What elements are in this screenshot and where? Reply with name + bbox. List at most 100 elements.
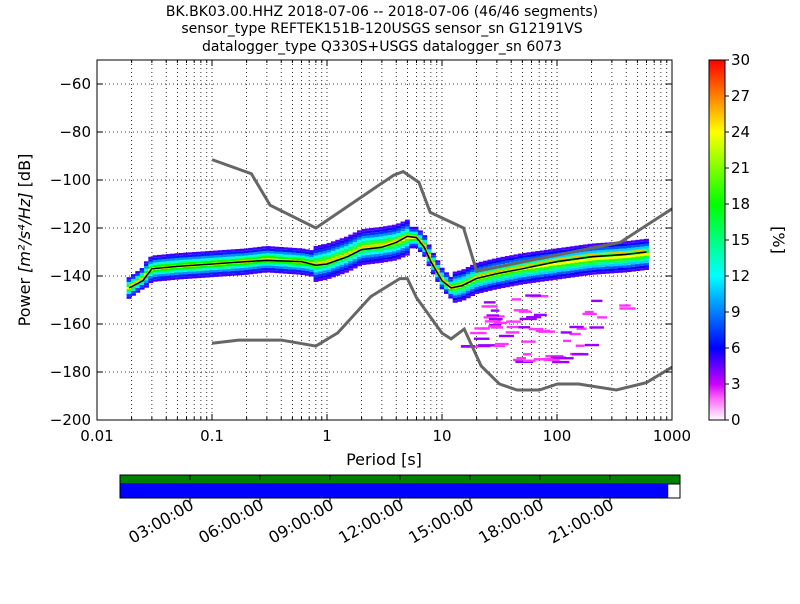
density-cell bbox=[296, 255, 301, 257]
density-cell bbox=[396, 243, 401, 245]
density-cell bbox=[287, 262, 292, 264]
density-cell bbox=[318, 274, 323, 276]
density-cell bbox=[231, 249, 236, 251]
density-cell bbox=[157, 276, 162, 278]
density-cell bbox=[448, 289, 453, 291]
density-cell bbox=[283, 247, 288, 249]
density-cell bbox=[574, 265, 579, 267]
density-cell bbox=[327, 272, 332, 274]
title-line-1: BK.BK03.00.HHZ 2018-07-06 -- 2018-07-06 … bbox=[166, 4, 598, 20]
density-cell bbox=[161, 257, 166, 259]
density-cell bbox=[192, 254, 197, 256]
density-cell bbox=[366, 252, 371, 254]
density-cell bbox=[344, 263, 349, 265]
density-cell bbox=[205, 256, 210, 258]
density-cell bbox=[157, 262, 162, 264]
density-cell bbox=[570, 263, 575, 265]
density-cell bbox=[583, 252, 588, 254]
density-cell bbox=[227, 252, 232, 254]
density-cell bbox=[318, 269, 323, 271]
density-cell bbox=[379, 232, 384, 234]
density-cell bbox=[201, 268, 206, 270]
density-cell bbox=[483, 277, 488, 279]
density-cell bbox=[283, 254, 288, 256]
density-cell bbox=[153, 272, 158, 274]
density-cell bbox=[596, 272, 601, 274]
density-cell bbox=[601, 250, 606, 252]
density-cell bbox=[244, 272, 249, 274]
density-cell bbox=[344, 246, 349, 248]
y-tick-label: −160 bbox=[50, 315, 91, 333]
density-cell bbox=[370, 230, 375, 232]
density-cell bbox=[348, 247, 353, 249]
density-cell bbox=[157, 260, 162, 262]
density-cell bbox=[635, 261, 640, 263]
density-cell bbox=[596, 270, 601, 272]
density-cell bbox=[153, 274, 158, 276]
density-cell bbox=[487, 286, 492, 288]
density-cell bbox=[231, 257, 236, 259]
density-cell bbox=[248, 250, 253, 252]
density-cell bbox=[292, 255, 297, 257]
density-cell bbox=[222, 264, 227, 266]
density-cell bbox=[427, 264, 432, 266]
density-cell bbox=[644, 244, 649, 246]
density-cell bbox=[631, 264, 636, 266]
density-cell bbox=[618, 246, 623, 248]
density-cell bbox=[396, 228, 401, 230]
density-cell bbox=[570, 265, 575, 267]
density-cell bbox=[583, 259, 588, 261]
density-cell bbox=[466, 277, 471, 279]
density-cell bbox=[318, 252, 323, 254]
density-cell bbox=[153, 262, 158, 264]
density-cell bbox=[170, 258, 175, 260]
density-cell bbox=[644, 253, 649, 255]
density-cell bbox=[235, 268, 240, 270]
density-cell bbox=[287, 257, 292, 259]
density-cell bbox=[544, 271, 549, 273]
density-cell bbox=[396, 252, 401, 254]
density-cell bbox=[270, 246, 275, 248]
density-cell bbox=[340, 241, 345, 243]
x-axis-label: Period [s] bbox=[346, 450, 422, 469]
density-cell bbox=[601, 248, 606, 250]
density-cell bbox=[487, 276, 492, 278]
density-cell bbox=[327, 252, 332, 254]
density-cell bbox=[518, 258, 523, 260]
density-cell bbox=[309, 274, 314, 276]
density-cell bbox=[161, 262, 166, 264]
density-cell bbox=[509, 277, 514, 279]
density-cell bbox=[296, 251, 301, 253]
density-cell bbox=[461, 293, 466, 295]
density-cell bbox=[553, 275, 558, 277]
density-cell bbox=[540, 270, 545, 272]
density-cell bbox=[261, 270, 266, 272]
density-cell bbox=[414, 227, 419, 229]
density-cell bbox=[270, 256, 275, 258]
colorbar bbox=[709, 60, 725, 420]
density-cell bbox=[161, 274, 166, 276]
density-cell bbox=[166, 276, 171, 278]
density-cell bbox=[387, 254, 392, 256]
density-cell bbox=[322, 244, 327, 246]
density-cell bbox=[496, 258, 501, 260]
density-cell bbox=[609, 247, 614, 249]
density-cell bbox=[201, 266, 206, 268]
density-cell bbox=[479, 288, 484, 290]
density-cell bbox=[509, 272, 514, 274]
density-cell bbox=[392, 234, 397, 236]
density-cell bbox=[561, 274, 566, 276]
density-cell bbox=[148, 281, 153, 283]
density-cell bbox=[574, 260, 579, 262]
density-cell bbox=[479, 283, 484, 285]
density-cell bbox=[270, 266, 275, 268]
density-cell bbox=[605, 262, 610, 264]
density-cell bbox=[253, 271, 258, 273]
density-cell bbox=[218, 265, 223, 267]
density-cell bbox=[501, 283, 506, 285]
density-cell bbox=[335, 242, 340, 244]
density-cell bbox=[557, 248, 562, 250]
density-cell bbox=[405, 227, 410, 229]
density-cell bbox=[561, 262, 566, 264]
density-cell bbox=[435, 263, 440, 265]
